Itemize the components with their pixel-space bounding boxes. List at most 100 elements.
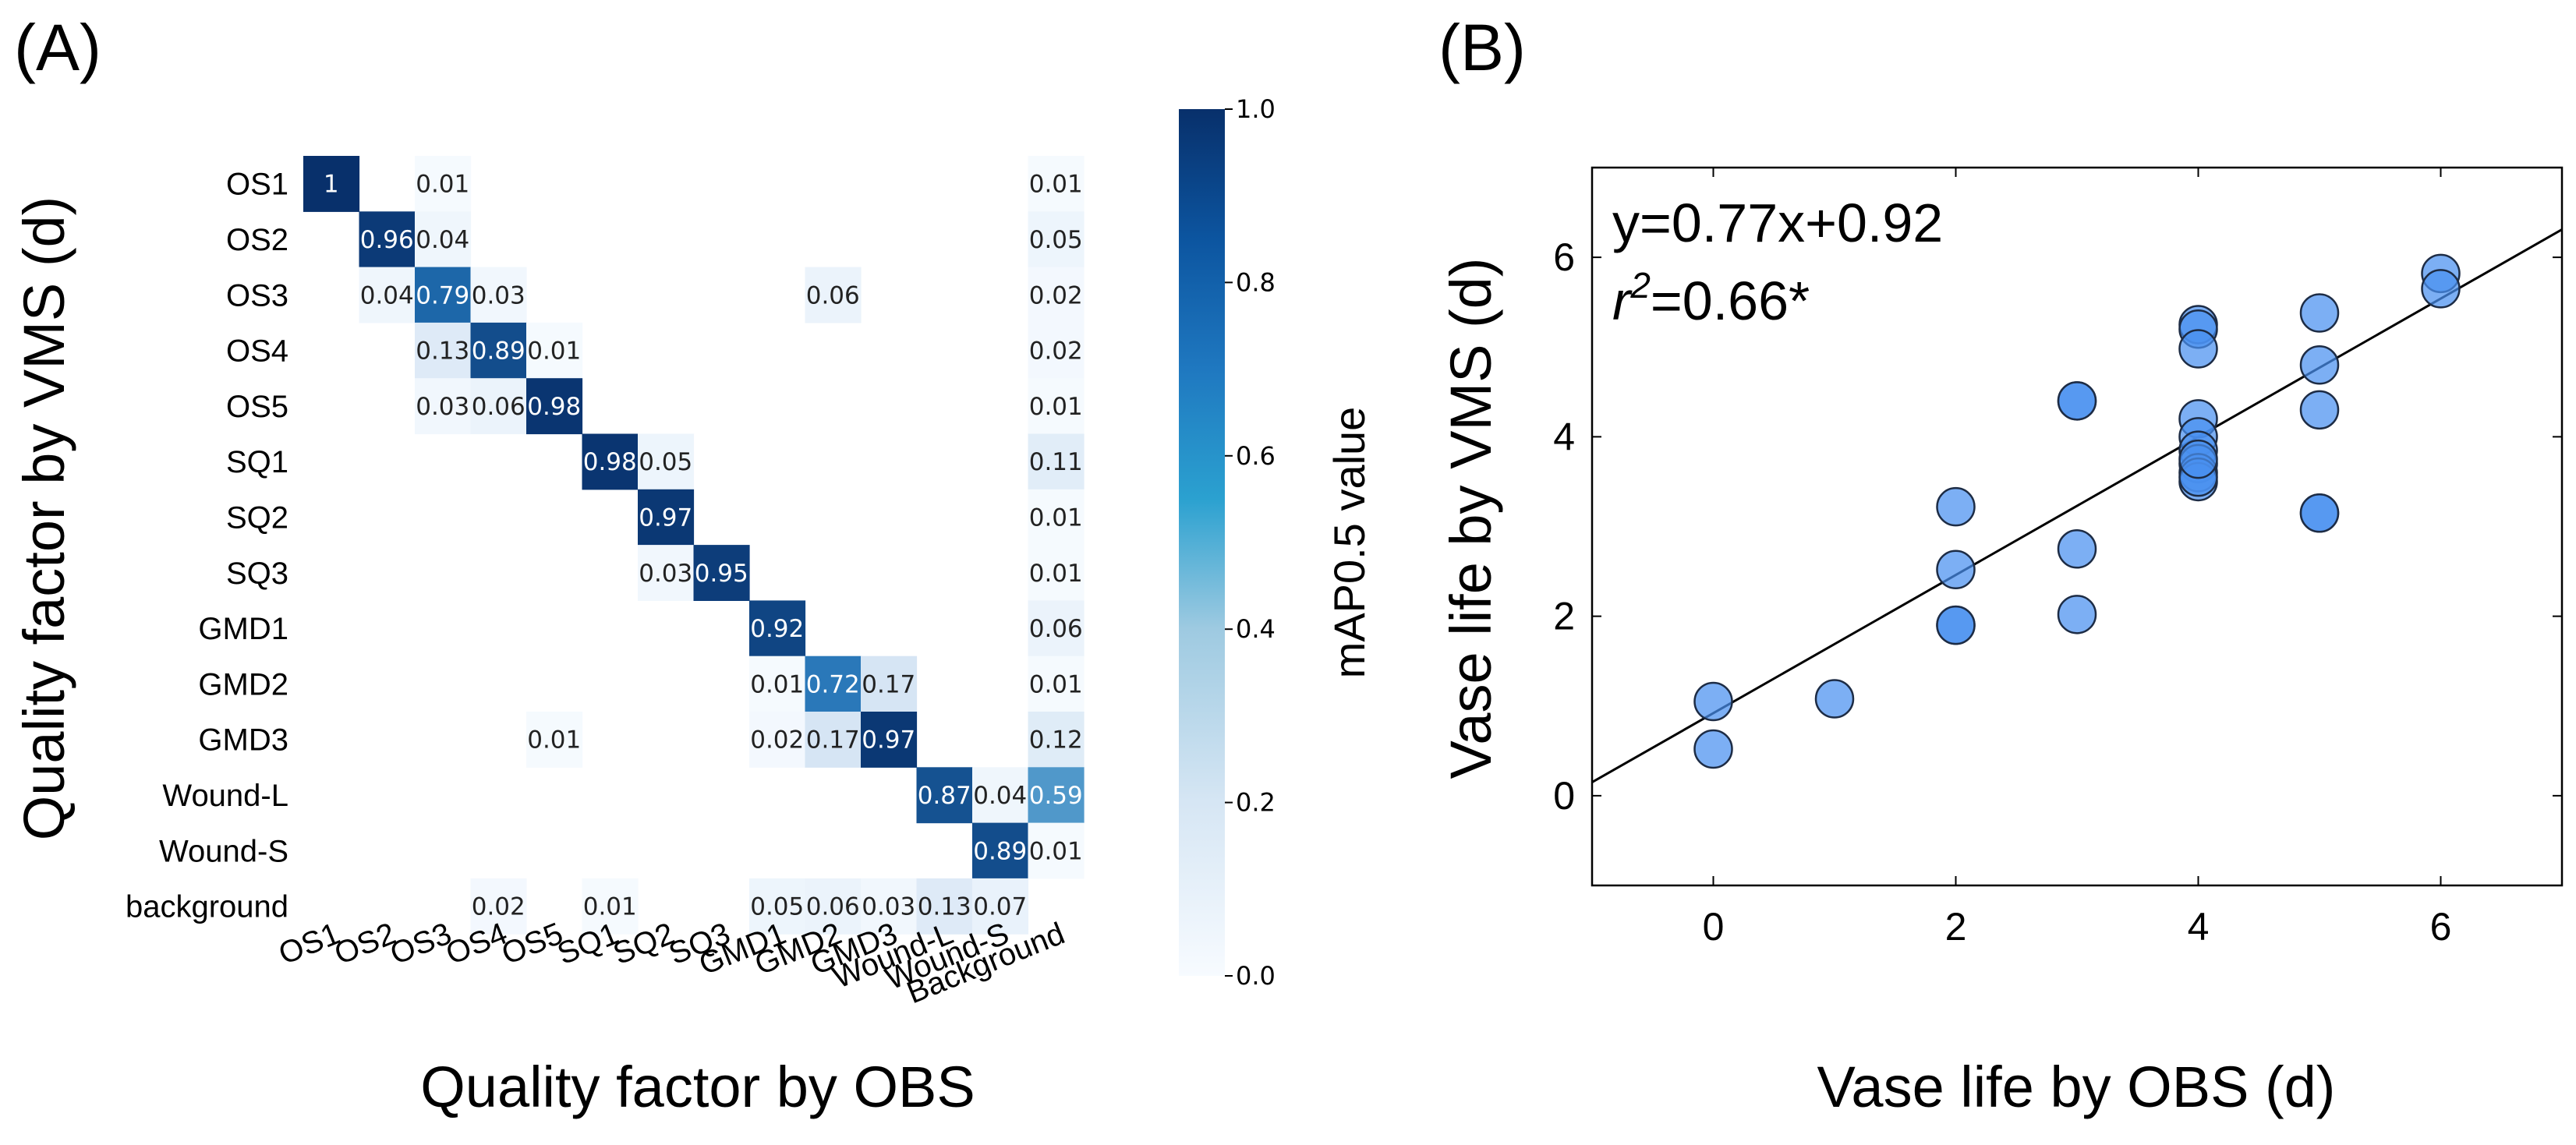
scatter-y-axis-title: Vase life by VMS (d) — [1438, 258, 1503, 779]
heatmap-cell-value: 0.89 — [472, 337, 525, 366]
heatmap-cell: 0.02 — [1028, 267, 1085, 323]
heatmap-cell-fill — [1028, 322, 1085, 379]
heatmap-x-axis-title: Quality factor by OBS — [420, 1055, 975, 1119]
heatmap-cell: 0.06 — [470, 378, 527, 435]
colorbar-ticks: 0.0 0.2 0.4 0.6 0.8 1.0 — [1225, 94, 1276, 991]
heatmap-cell: 0.05 — [749, 878, 806, 935]
heatmap-cell: 1 — [303, 156, 360, 212]
scatter-point — [1693, 681, 1733, 722]
scatter-y-tick-label: 2 — [1553, 595, 1575, 638]
heatmap-cell-fill — [415, 322, 472, 379]
heatmap-cell-fill — [470, 378, 527, 435]
heatmap-cell: 0.97 — [861, 712, 918, 768]
heatmap-cells: 1 0.01 0.010.96 0.04 0.050.04 0.79 0.03 0.06 0.0… — [303, 156, 1085, 935]
heatmap-cell-value: 0.79 — [416, 281, 469, 309]
heatmap-cell: 0.13 — [415, 322, 472, 379]
heatmap-cell-value: 0.01 — [1029, 837, 1083, 865]
heatmap-cell-fill — [693, 545, 750, 601]
heatmap-row-label: OS2 — [226, 223, 288, 257]
heatmap-cell-value: 0.04 — [973, 782, 1027, 810]
heatmap-cell-value: 0.17 — [806, 726, 860, 754]
heatmap-cell-value: 0.02 — [750, 726, 804, 754]
heatmap-cell-value: 0.01 — [1029, 171, 1083, 199]
heatmap-cell-fill — [805, 267, 862, 323]
heatmap-cell-fill — [972, 767, 1029, 824]
heatmap-cell-value: 0.05 — [639, 448, 692, 476]
heatmap-cell-value: 0.89 — [973, 837, 1027, 865]
heatmap-cell: 0.01 — [1028, 656, 1085, 712]
heatmap-cell: 0.01 — [526, 712, 583, 768]
scatter-plot-frame — [1591, 166, 2564, 887]
heatmap-cell-value: 0.01 — [1029, 670, 1083, 698]
scatter-x-axis-title: Vase life by OBS (d) — [1817, 1055, 2336, 1119]
heatmap-cell-fill — [526, 378, 583, 435]
heatmap-cell-value: 0.03 — [862, 893, 915, 921]
heatmap-cell-fill — [303, 156, 360, 212]
heatmap-cell: 0.04 — [415, 211, 472, 268]
colorbar-tick-label: 0.4 — [1236, 614, 1276, 644]
heatmap-cell: 0.95 — [693, 545, 750, 601]
heatmap-cell-fill — [359, 211, 416, 268]
scatter-point — [2057, 595, 2097, 634]
heatmap-row-label: SQ1 — [226, 445, 288, 479]
heatmap-cell: 0.06 — [805, 267, 862, 323]
heatmap-cell: 0.06 — [1028, 600, 1085, 657]
heatmap-cell: 0.07 — [972, 878, 1029, 935]
heatmap-row-label: SQ3 — [226, 557, 288, 591]
scatter-point — [1693, 729, 1733, 769]
heatmap-cell-fill — [805, 712, 862, 768]
heatmap-row-label: OS3 — [226, 278, 288, 313]
heatmap-cell-fill — [526, 712, 583, 768]
heatmap-cell-fill — [1028, 378, 1085, 435]
heatmap-cell: 0.02 — [749, 712, 806, 768]
heatmap-cell-value: 0.07 — [973, 893, 1027, 921]
scatter-point — [2421, 269, 2461, 309]
heatmap-cell-fill — [415, 378, 472, 435]
scatter-point — [2299, 493, 2340, 533]
heatmap-cell: 0.02 — [470, 878, 527, 935]
scatter-point — [2057, 529, 2097, 569]
heatmap-row-label: Wound-L — [162, 779, 288, 813]
heatmap-cell-fill — [638, 489, 695, 546]
heatmap-cell-value: 0.06 — [806, 281, 860, 309]
heatmap-cell-fill — [749, 600, 806, 657]
heatmap-col-labels: OS1OS2OS3OS4OS5SQ1SQ2SQ3GMD1GMD2GMD3Woun… — [274, 917, 1069, 1011]
heatmap-cell-fill — [415, 211, 472, 268]
scatter-point — [2299, 293, 2340, 333]
panel-label-b: (B) — [1438, 11, 1526, 84]
heatmap-cell-value: 0.59 — [1029, 782, 1083, 810]
heatmap-cell-value: 0.06 — [806, 893, 860, 921]
r-squared-label: r2=0.66* — [1612, 265, 1810, 331]
heatmap-row-label: GMD1 — [198, 612, 288, 646]
scatter-points — [1693, 253, 2461, 769]
heatmap-cell: 0.01 — [415, 156, 472, 212]
scatter-point — [1936, 486, 1976, 527]
heatmap-cell: 0.01 — [1028, 378, 1085, 435]
heatmap-cell: 0.98 — [526, 378, 583, 435]
heatmap-cell-fill — [861, 656, 918, 712]
scatter-point — [1814, 679, 1855, 719]
regression-line — [1591, 228, 2563, 783]
heatmap-cell: 0.12 — [1028, 712, 1085, 768]
heatmap-cell-value: 0.03 — [639, 560, 692, 588]
heatmap-cell-fill — [470, 878, 527, 935]
scatter-x-ticks: 0 2 4 6 — [1703, 168, 2451, 949]
heatmap-cell: 0.96 — [359, 211, 416, 268]
heatmap-cell: 0.17 — [805, 712, 862, 768]
heatmap-cell-fill — [805, 656, 862, 712]
heatmap-cell-value: 0.02 — [1029, 337, 1083, 366]
heatmap-row-label: GMD2 — [198, 667, 288, 701]
heatmap-cell-fill — [805, 878, 862, 935]
heatmap-cell-value: 0.01 — [416, 171, 469, 199]
heatmap-cell: 0.72 — [805, 656, 862, 712]
heatmap-cell: 0.59 — [1028, 767, 1085, 824]
heatmap-cell: 0.05 — [1028, 211, 1085, 268]
scatter-x-tick-label: 0 — [1703, 905, 1725, 949]
heatmap-cell: 0.05 — [638, 433, 695, 490]
scatter-y-tick-label: 4 — [1553, 415, 1575, 458]
heatmap-row-label: OS1 — [226, 168, 288, 202]
heatmap-row-label: GMD3 — [198, 723, 288, 758]
heatmap-row-label: OS4 — [226, 334, 288, 369]
heatmap-cell-value: 0.17 — [862, 670, 915, 698]
